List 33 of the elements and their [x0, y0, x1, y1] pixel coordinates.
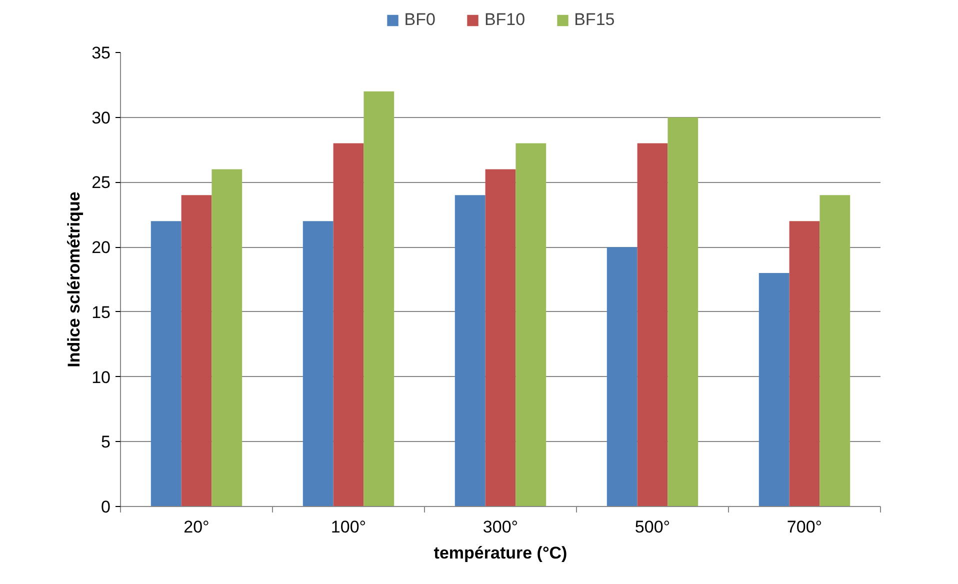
legend-label: BF0: [404, 10, 436, 30]
y-tick-label: 30: [92, 108, 111, 128]
legend-label: BF15: [574, 10, 615, 30]
x-tick-label: 300°: [482, 518, 518, 536]
x-axis-title: température (°C): [434, 544, 568, 562]
y-tick-label: 5: [101, 432, 111, 452]
y-tick-label: 10: [92, 368, 111, 387]
bar: [789, 221, 820, 506]
bar: [212, 169, 242, 506]
x-tick-label: 20°: [184, 518, 210, 536]
x-tick-label: 700°: [786, 518, 822, 536]
y-tick-label: 15: [92, 302, 111, 322]
y-tick-label: 25: [92, 173, 111, 192]
y-tick-label: 35: [92, 44, 111, 62]
y-axis-title: Indice sclérométrique: [64, 192, 84, 368]
x-tick-label: 500°: [634, 518, 670, 536]
bar: [668, 117, 698, 506]
legend-label: BF10: [484, 10, 526, 30]
bar: [364, 91, 394, 506]
bar: [454, 195, 486, 506]
bar: [758, 273, 790, 506]
bar: [150, 221, 182, 506]
bar: [302, 221, 334, 506]
y-tick-label: 20: [92, 238, 111, 258]
bar: [333, 143, 364, 506]
bar: [637, 143, 668, 506]
bar: [181, 195, 212, 506]
bar: [820, 195, 850, 506]
y-tick-label: 0: [101, 498, 111, 516]
bar: [606, 247, 638, 506]
x-tick-label: 100°: [330, 518, 366, 536]
bar: [516, 143, 546, 506]
bar: [485, 169, 516, 506]
